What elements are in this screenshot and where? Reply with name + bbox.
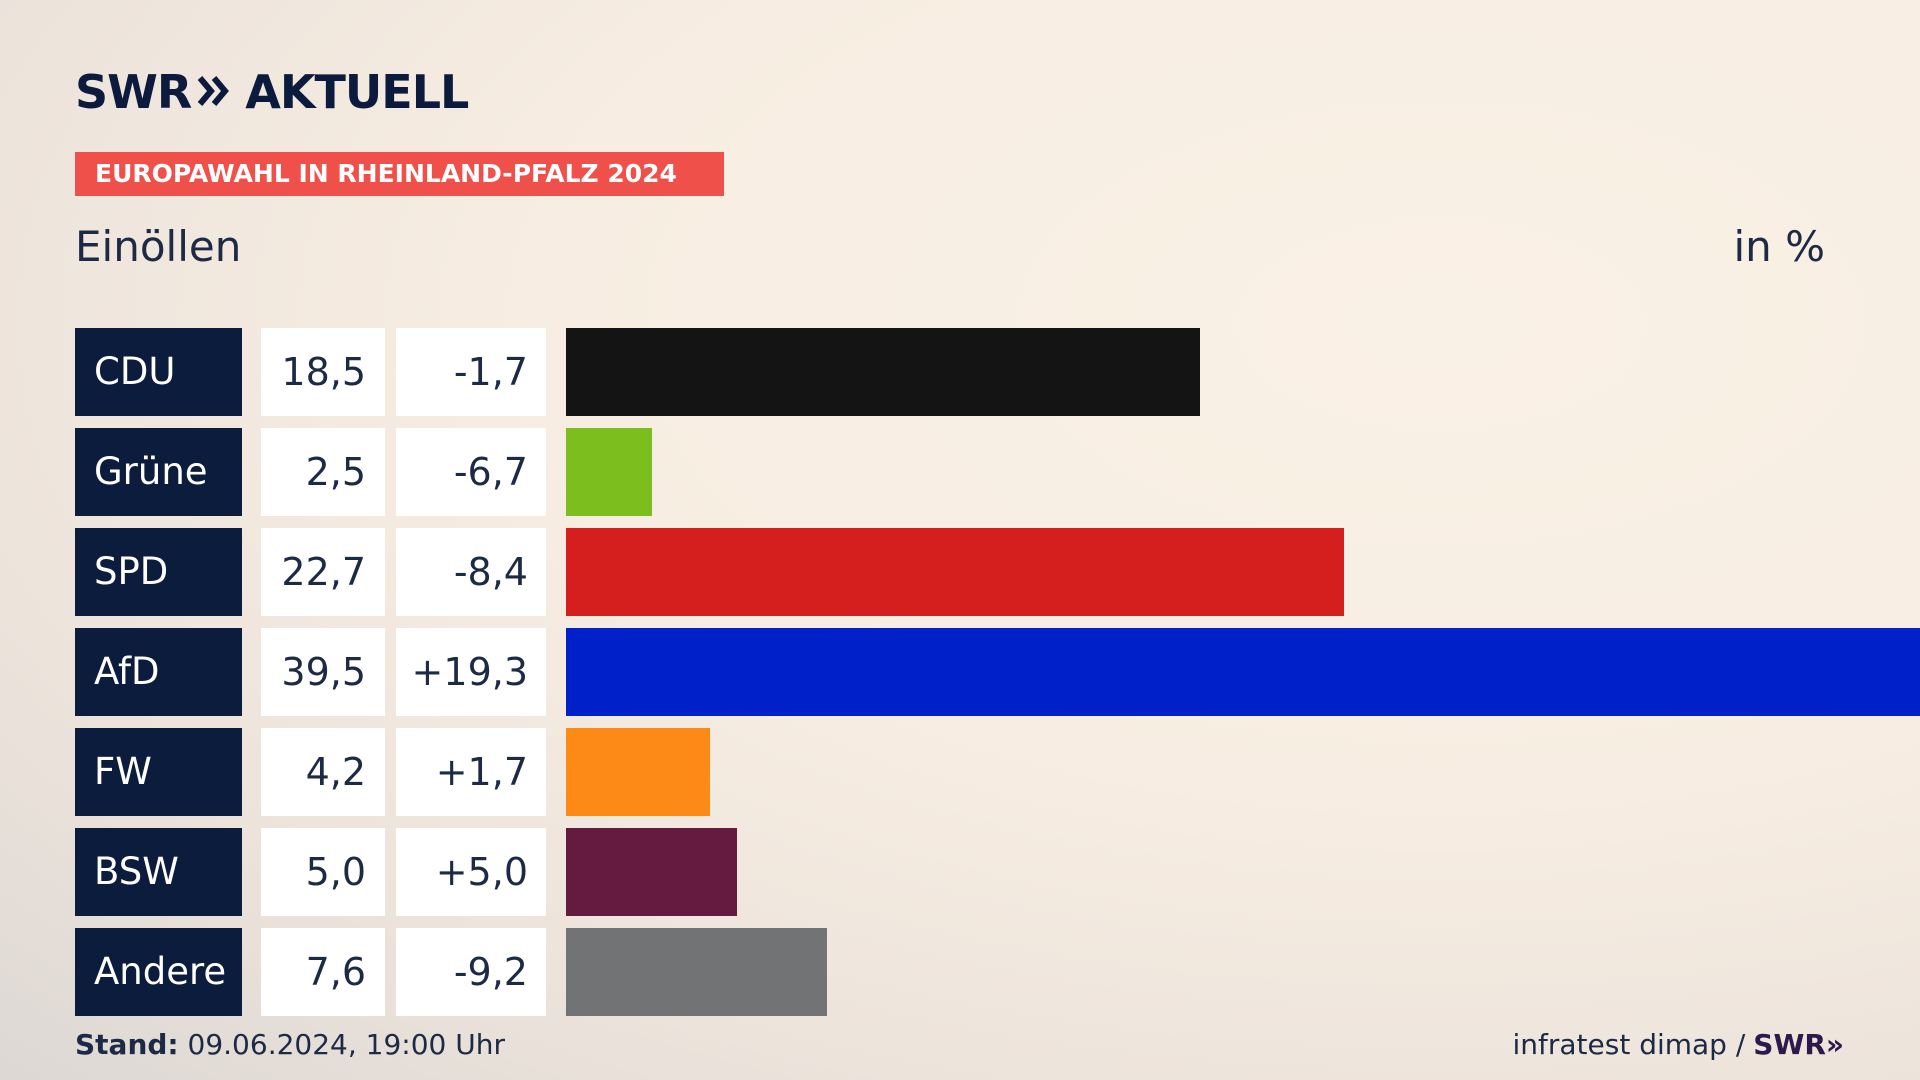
unit-label: in % — [1733, 222, 1825, 271]
result-bar — [566, 928, 827, 1016]
change-label: -9,2 — [396, 928, 546, 1016]
stand-label: Stand: — [75, 1028, 179, 1061]
change-label: +19,3 — [396, 628, 546, 716]
party-label: AfD — [75, 628, 242, 716]
vote-share-label: 2,5 — [261, 428, 385, 516]
source-text: infratest dimap / — [1512, 1028, 1746, 1061]
logo-aktuell-text: AKTUELL — [245, 65, 469, 119]
result-row: CDU 18,5 -1,7 — [75, 328, 1845, 416]
result-row: Grüne 2,5 -6,7 — [75, 428, 1845, 516]
result-bar — [566, 328, 1200, 416]
election-badge: EUROPAWAHL IN RHEINLAND-PFALZ 2024 — [75, 152, 724, 196]
timestamp: Stand: 09.06.2024, 19:00 Uhr — [75, 1028, 505, 1061]
party-label: BSW — [75, 828, 242, 916]
result-row: AfD 39,5 +19,3 — [75, 628, 1920, 716]
change-label: -1,7 — [396, 328, 546, 416]
result-bar — [566, 728, 710, 816]
change-label: +5,0 — [396, 828, 546, 916]
result-row: BSW 5,0 +5,0 — [75, 828, 1845, 916]
party-label: FW — [75, 728, 242, 816]
logo-swr-text: SWR — [75, 65, 192, 119]
result-bar — [566, 828, 737, 916]
result-row: SPD 22,7 -8,4 — [75, 528, 1845, 616]
double-chevron-icon — [197, 65, 231, 119]
change-label: -6,7 — [396, 428, 546, 516]
region-title: Einöllen — [75, 222, 242, 271]
result-bar — [566, 428, 652, 516]
stand-value: 09.06.2024, 19:00 Uhr — [187, 1028, 505, 1061]
vote-share-label: 18,5 — [261, 328, 385, 416]
vote-share-label: 4,2 — [261, 728, 385, 816]
swr-aktuell-logo: SWR AKTUELL — [75, 65, 469, 119]
swr-mini-logo: SWR» — [1753, 1028, 1844, 1061]
vote-share-label: 22,7 — [261, 528, 385, 616]
party-label: SPD — [75, 528, 242, 616]
party-label: Grüne — [75, 428, 242, 516]
result-bar — [566, 528, 1344, 616]
vote-share-label: 5,0 — [261, 828, 385, 916]
result-row: Andere 7,6 -9,2 — [75, 928, 1845, 1016]
party-label: Andere — [75, 928, 242, 1016]
party-label: CDU — [75, 328, 242, 416]
vote-share-label: 7,6 — [261, 928, 385, 1016]
result-bar — [566, 628, 1920, 716]
vote-share-label: 39,5 — [261, 628, 385, 716]
change-label: +1,7 — [396, 728, 546, 816]
source-credit: infratest dimap / SWR» — [1512, 1028, 1844, 1061]
change-label: -8,4 — [396, 528, 546, 616]
result-row: FW 4,2 +1,7 — [75, 728, 1845, 816]
